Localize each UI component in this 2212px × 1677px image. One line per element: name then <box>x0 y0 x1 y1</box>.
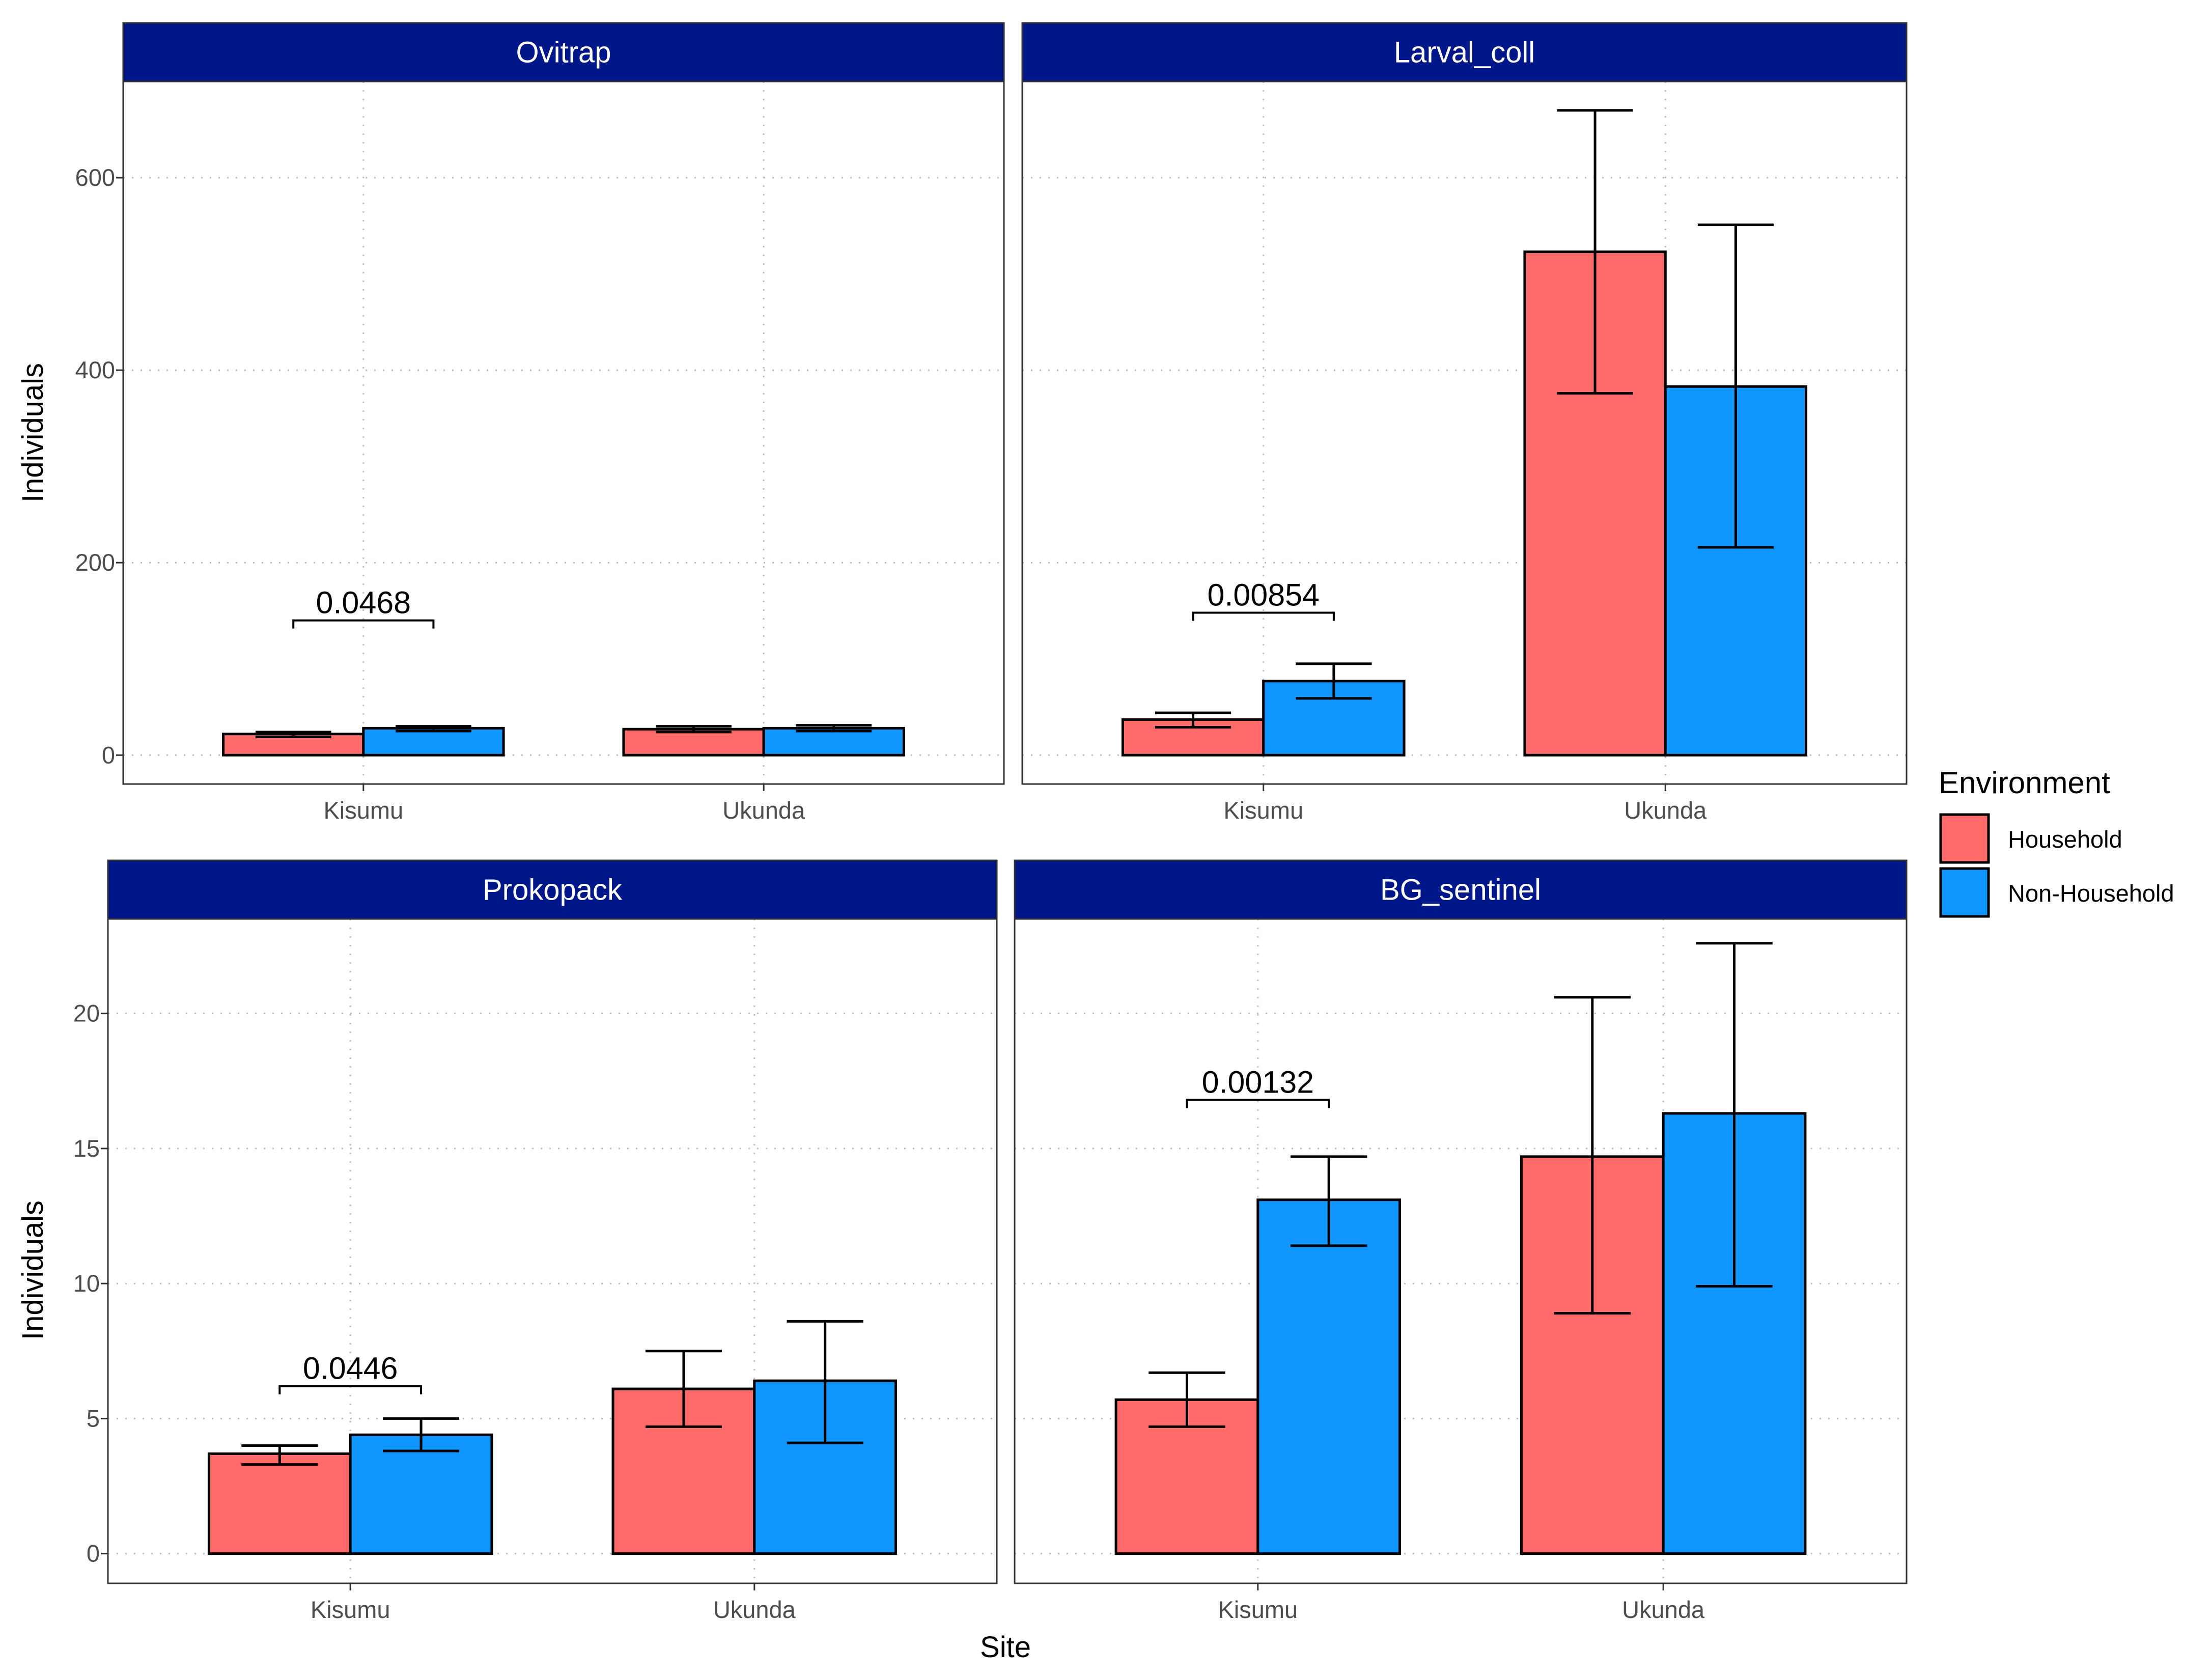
error-bar-household-kisumu <box>255 731 331 738</box>
panel-prokopack: 0.0446 Prokopack Kisumu Ukunda 0 5 10 15 20 <box>73 859 998 1623</box>
legend-key-non-household <box>1939 867 1990 918</box>
panel-background <box>123 81 1004 784</box>
error-bar-non-household-kisumu <box>383 1417 460 1452</box>
bar-household-kisumu <box>1121 718 1265 757</box>
facet-strip-label: Larval_coll <box>1394 36 1535 69</box>
error-bar-non-household-kisumu <box>1296 662 1372 700</box>
bar-non-household-kisumu <box>1256 1198 1402 1555</box>
significance-bracket <box>1186 1099 1330 1108</box>
facet-strip <box>1014 859 1908 920</box>
bracket-line <box>292 619 435 629</box>
error-bar-household-kisumu <box>1149 1371 1225 1428</box>
error-bar-household-kisumu <box>1155 711 1231 729</box>
facet-strip <box>122 22 1005 82</box>
x-tick-label: Ukunda <box>1624 797 1707 824</box>
p-value-label: 0.0446 <box>303 1351 398 1386</box>
y-tick-label: 5 <box>87 1405 100 1432</box>
error-bar-household-kisumu <box>241 1444 318 1466</box>
error-bar-household-ukunda <box>1554 996 1631 1315</box>
panel-bg-sentinel: 0.00132 BG_sentinel Kisumu Ukunda <box>1014 859 1908 1623</box>
y-tick-label: 10 <box>73 1270 100 1297</box>
error-bar-non-household-kisumu <box>396 725 471 733</box>
x-axis-title: Site <box>980 1631 1031 1664</box>
x-tick-label: Kisumu <box>1223 797 1303 824</box>
bar-non-household-kisumu <box>349 1433 493 1555</box>
bracket-line <box>1186 1099 1330 1108</box>
error-bar-non-household-ukunda <box>787 1320 863 1444</box>
bar-non-household-ukunda <box>762 726 905 757</box>
y-tick-label: 0 <box>102 741 115 768</box>
legend-label-household: Household <box>2008 826 2122 853</box>
p-value-label: 0.00132 <box>1202 1065 1314 1099</box>
legend: Environment Household Non-Household <box>1939 766 2174 918</box>
error-bar-non-household-ukunda <box>1696 942 1773 1288</box>
x-tick-label: Kisumu <box>311 1596 390 1623</box>
facet-strip-label: BG_sentinel <box>1380 874 1541 907</box>
y-tick-label: 600 <box>75 164 115 191</box>
error-bar-household-ukunda <box>1557 109 1633 395</box>
facet-strip-label: Prokopack <box>483 874 623 907</box>
bar-household-kisumu <box>207 1452 352 1555</box>
legend-key-household <box>1939 813 1990 864</box>
facet-strip <box>107 859 998 920</box>
legend-label-non-household: Non-Household <box>2008 880 2174 907</box>
bar-household-ukunda <box>622 728 765 757</box>
legend-title: Environment <box>1939 766 2110 800</box>
error-bar-household-ukunda <box>656 725 732 734</box>
x-tick-label: Ukunda <box>722 797 805 824</box>
significance-bracket <box>1192 611 1335 621</box>
y-tick-label: 400 <box>75 356 115 383</box>
p-value-label: 0.0468 <box>316 585 411 620</box>
x-tick-label: Ukunda <box>713 1596 796 1623</box>
y-tick-label: 15 <box>73 1135 100 1162</box>
y-tick-label: 0 <box>87 1540 100 1567</box>
panel-ovitrap: 0.0468 Ovitrap Kisumu Ukunda 0 200 400 600 <box>75 22 1005 824</box>
bracket-line <box>1192 611 1335 621</box>
significance-bracket <box>292 619 435 629</box>
error-bar-non-household-ukunda <box>1697 223 1774 549</box>
x-tick-label: Kisumu <box>1218 1596 1298 1623</box>
y-tick-label: 200 <box>75 549 115 576</box>
y-axis-title-bottom: Individuals <box>16 1200 49 1340</box>
y-axis-title-top: Individuals <box>16 363 49 502</box>
error-bar-non-household-kisumu <box>1290 1155 1367 1247</box>
y-tick-label: 20 <box>73 1000 100 1027</box>
bracket-line <box>278 1385 423 1394</box>
facet-strip <box>1021 22 1908 82</box>
x-tick-label: Ukunda <box>1622 1596 1705 1623</box>
error-bar-non-household-ukunda <box>796 724 872 733</box>
x-tick-label: Kisumu <box>323 797 403 824</box>
p-value-label: 0.00854 <box>1207 578 1320 612</box>
error-bar-household-ukunda <box>645 1350 722 1428</box>
panel-larval-coll: 0.00854 Larval_coll Kisumu Ukunda <box>1021 22 1908 824</box>
significance-bracket <box>278 1385 423 1394</box>
facet-strip-label: Ovitrap <box>516 36 611 69</box>
